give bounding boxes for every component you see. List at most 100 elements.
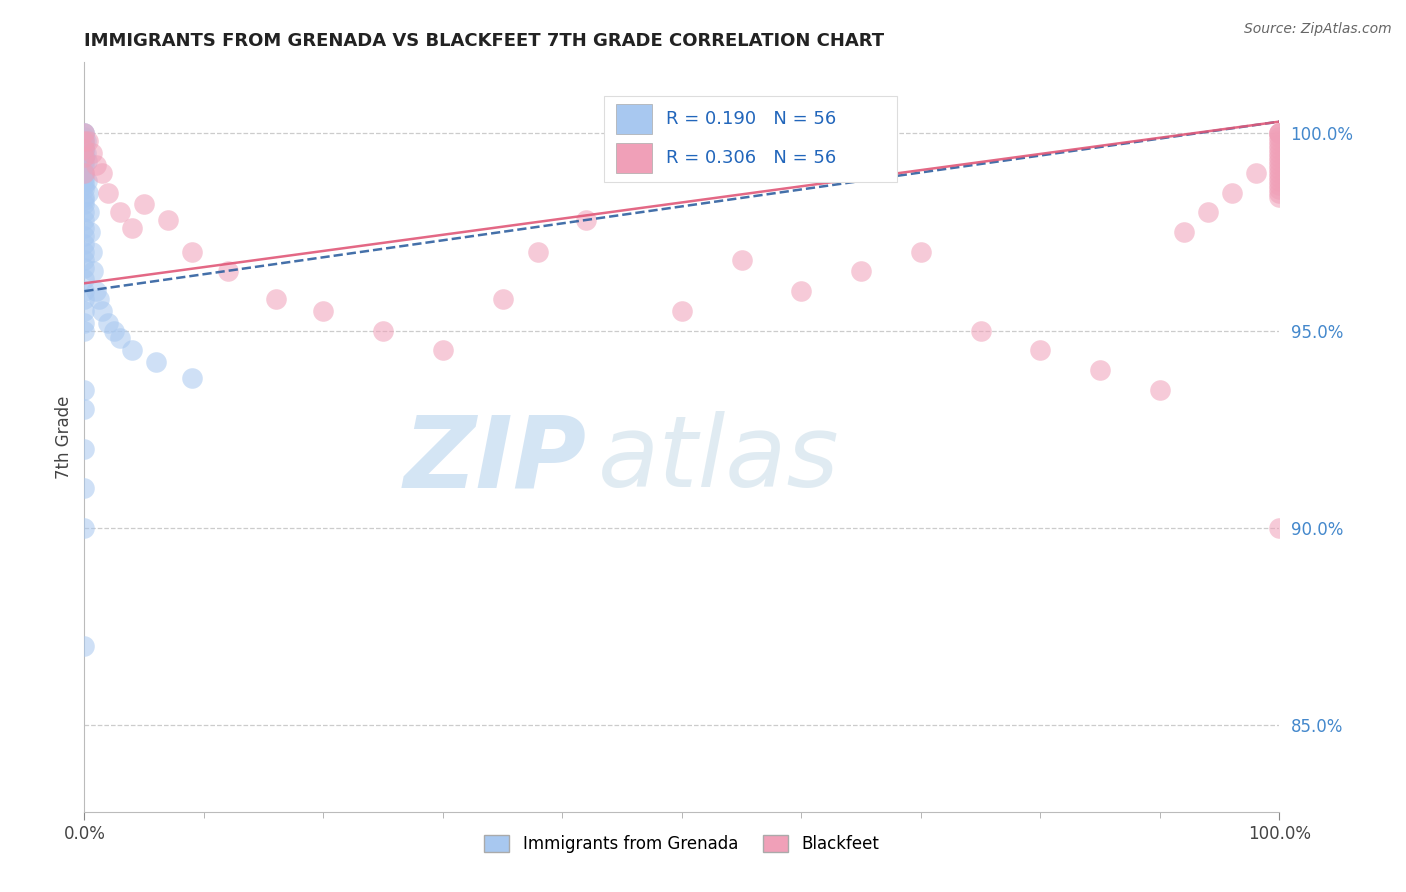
Point xyxy=(73,150,96,164)
Point xyxy=(1268,127,1291,141)
Point xyxy=(264,292,287,306)
Point xyxy=(77,134,100,148)
Point xyxy=(73,521,96,535)
Point xyxy=(91,304,114,318)
Text: R = 0.306   N = 56: R = 0.306 N = 56 xyxy=(666,149,837,167)
Point xyxy=(1029,343,1052,358)
Point xyxy=(86,158,108,172)
Text: IMMIGRANTS FROM GRENADA VS BLACKFEET 7TH GRADE CORRELATION CHART: IMMIGRANTS FROM GRENADA VS BLACKFEET 7TH… xyxy=(84,32,884,50)
Point xyxy=(97,186,120,200)
Point xyxy=(73,402,96,417)
Legend: Immigrants from Grenada, Blackfeet: Immigrants from Grenada, Blackfeet xyxy=(478,828,886,860)
Bar xyxy=(616,143,652,172)
Point xyxy=(73,316,96,330)
Point xyxy=(73,127,96,141)
Point xyxy=(73,284,96,298)
Point xyxy=(1268,154,1291,169)
Point xyxy=(73,130,96,145)
Point xyxy=(1149,383,1171,397)
Point xyxy=(73,481,96,495)
Point xyxy=(1268,134,1291,148)
Point xyxy=(82,264,104,278)
Point xyxy=(73,244,96,259)
Point xyxy=(121,343,143,358)
FancyBboxPatch shape xyxy=(605,96,897,182)
Point xyxy=(73,260,96,275)
Point xyxy=(132,197,156,211)
Text: Source: ZipAtlas.com: Source: ZipAtlas.com xyxy=(1244,22,1392,37)
Point xyxy=(73,166,96,180)
Point xyxy=(73,229,96,244)
Point xyxy=(110,331,132,345)
Point xyxy=(121,221,143,235)
Point xyxy=(73,189,96,203)
Point xyxy=(75,134,97,148)
Point xyxy=(73,142,96,156)
Point xyxy=(1268,166,1291,180)
Point xyxy=(970,324,993,338)
Point xyxy=(73,146,96,161)
Point xyxy=(181,244,204,259)
Point xyxy=(851,264,873,278)
Point xyxy=(110,205,132,219)
Point xyxy=(373,324,395,338)
Point xyxy=(73,221,96,235)
Point xyxy=(77,205,100,219)
Point xyxy=(575,213,598,227)
Point xyxy=(73,292,96,306)
Point xyxy=(73,304,96,318)
Point xyxy=(73,174,96,188)
Y-axis label: 7th Grade: 7th Grade xyxy=(55,395,73,479)
Point xyxy=(73,134,96,148)
Point xyxy=(73,138,96,153)
Point xyxy=(73,383,96,397)
Point xyxy=(217,264,239,278)
Point xyxy=(73,205,96,219)
Point xyxy=(73,166,96,180)
Point xyxy=(80,146,103,161)
Point xyxy=(1268,169,1291,184)
Point xyxy=(87,292,110,306)
Point xyxy=(145,355,167,369)
Point xyxy=(73,442,96,456)
Point xyxy=(79,225,101,239)
Point xyxy=(910,244,932,259)
Point xyxy=(73,181,96,195)
Point xyxy=(73,252,96,267)
Point xyxy=(432,343,454,358)
Point xyxy=(73,158,96,172)
Bar xyxy=(616,103,652,134)
Point xyxy=(103,324,125,338)
Point xyxy=(1197,205,1219,219)
Point xyxy=(76,174,98,188)
Point xyxy=(73,272,96,286)
Point xyxy=(1268,150,1291,164)
Point xyxy=(73,169,96,184)
Point xyxy=(86,284,108,298)
Text: R = 0.190   N = 56: R = 0.190 N = 56 xyxy=(666,110,837,128)
Point xyxy=(73,150,96,164)
Point xyxy=(1268,158,1291,172)
Point xyxy=(731,252,754,267)
Point xyxy=(1268,174,1291,188)
Point xyxy=(73,154,96,169)
Point xyxy=(91,166,114,180)
Point xyxy=(1268,186,1291,200)
Text: ZIP: ZIP xyxy=(404,411,586,508)
Point xyxy=(77,186,100,200)
Point xyxy=(527,244,550,259)
Point xyxy=(73,134,96,148)
Point xyxy=(73,127,96,141)
Point xyxy=(1268,161,1291,176)
Point xyxy=(73,213,96,227)
Point xyxy=(1173,225,1195,239)
Point xyxy=(1268,130,1291,145)
Point xyxy=(73,194,96,208)
Point xyxy=(1268,127,1291,141)
Point xyxy=(1268,142,1291,156)
Point xyxy=(80,244,103,259)
Point xyxy=(73,142,96,156)
Point xyxy=(181,371,204,385)
Point xyxy=(1268,189,1291,203)
Text: atlas: atlas xyxy=(599,411,839,508)
